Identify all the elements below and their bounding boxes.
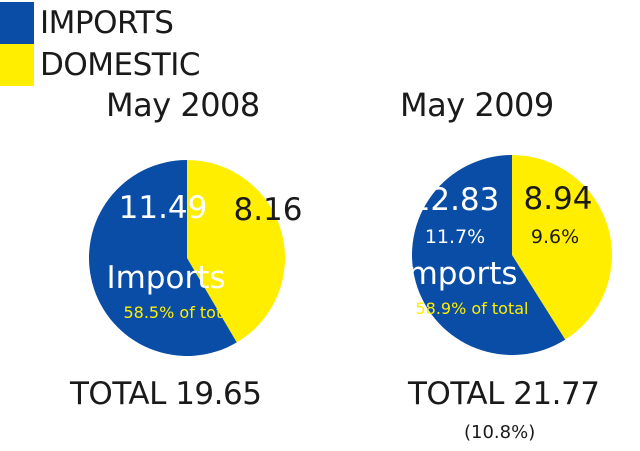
slice-value-imports-2008: 11.49 [119, 190, 208, 226]
slice-value-domestic-2009: 8.94 [523, 181, 592, 217]
annotation-share-2008: 58.5% of total [123, 303, 236, 322]
legend-label-imports: IMPORTS [40, 5, 174, 41]
pie-title-2009: May 2009 [400, 86, 554, 124]
annotation-share-2009: 58.9% of total [415, 299, 528, 318]
pie-title-2008: May 2008 [106, 86, 260, 124]
pie-chart-2008 [88, 160, 286, 357]
legend-item-imports: IMPORTS [0, 2, 174, 44]
annotation-imports-2009: Imports [398, 256, 517, 292]
annotation-imports-2008: Imports [106, 260, 225, 296]
slice-value-domestic-2008: 8.16 [233, 192, 302, 228]
slice-pct-imports-2009: 11.7% [425, 226, 485, 248]
legend-item-domestic: DOMESTIC [0, 44, 201, 86]
pie-slice-domestic-2009 [512, 155, 612, 340]
slice-value-imports-2009: 12.83 [411, 182, 500, 218]
total-change-2009: (10.8%) [464, 422, 536, 443]
pie-slice-domestic-2008 [187, 160, 286, 343]
legend-swatch-domestic [0, 44, 34, 86]
pie-chart-2009 [411, 155, 612, 356]
slice-pct-domestic-2009: 9.6% [531, 226, 579, 248]
total-2009: TOTAL 21.77 [408, 376, 600, 412]
pie-slice-imports-2009 [411, 155, 566, 356]
legend-swatch-imports [0, 2, 34, 44]
pie-slice-imports-2008 [88, 160, 237, 357]
total-2008: TOTAL 19.65 [70, 376, 262, 412]
legend-label-domestic: DOMESTIC [40, 47, 201, 83]
